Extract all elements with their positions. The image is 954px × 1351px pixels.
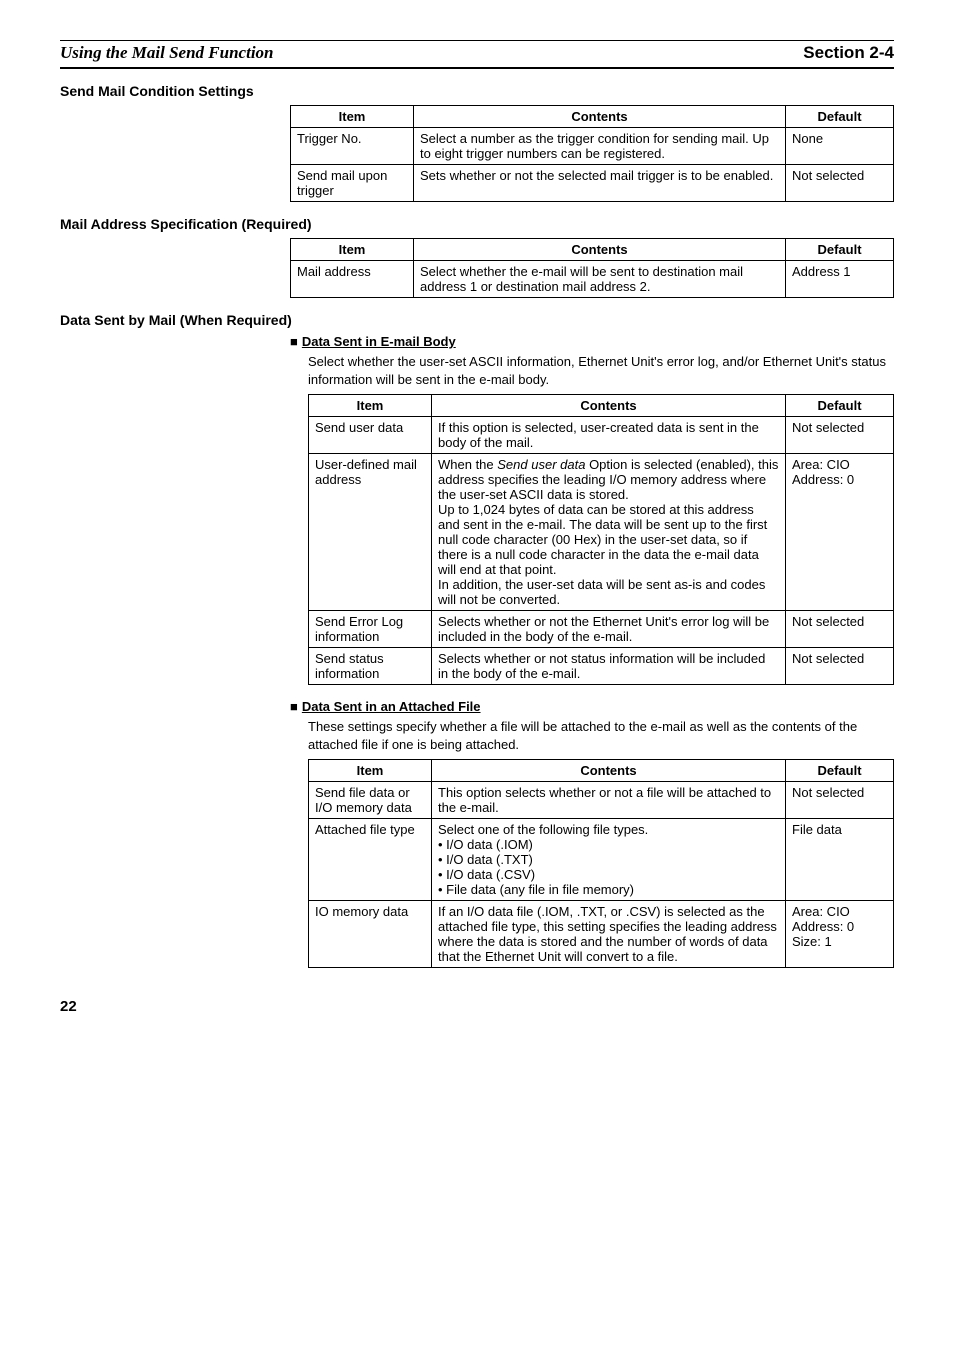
heading-mail-address-spec: Mail Address Specification (Required) bbox=[60, 216, 894, 232]
table-header: Contents bbox=[414, 106, 786, 128]
cell-item: Send mail upon trigger bbox=[291, 165, 414, 202]
cell-default: Not selected bbox=[786, 782, 894, 819]
table-header: Contents bbox=[432, 395, 786, 417]
table-header: Default bbox=[786, 106, 894, 128]
table-header: Item bbox=[291, 106, 414, 128]
cell-item: Send file data or I/O memory data bbox=[309, 782, 432, 819]
intro-attached-file: These settings specify whether a file wi… bbox=[308, 718, 894, 753]
list-item: I/O data (.IOM) bbox=[438, 837, 779, 852]
cell-default: Area: CIO Address: 0 Size: 1 bbox=[786, 901, 894, 968]
intro-email-body: Select whether the user-set ASCII inform… bbox=[308, 353, 894, 388]
cell-contents: Selects whether or not the Ethernet Unit… bbox=[432, 611, 786, 648]
table-row: Send Error Log information Selects wheth… bbox=[309, 611, 894, 648]
cell-item: User-defined mail address bbox=[309, 454, 432, 611]
cell-contents: If an I/O data file (.IOM, .TXT, or .CSV… bbox=[432, 901, 786, 968]
cell-contents: Select a number as the trigger condition… bbox=[414, 128, 786, 165]
page-number: 22 bbox=[60, 998, 894, 1015]
table-row: IO memory data If an I/O data file (.IOM… bbox=[309, 901, 894, 968]
cell-contents: If this option is selected, user-created… bbox=[432, 417, 786, 454]
table-send-mail-condition: Item Contents Default Trigger No. Select… bbox=[290, 105, 894, 202]
list-item: File data (any file in file memory) bbox=[438, 882, 779, 897]
subheading-text: Data Sent in E-mail Body bbox=[302, 334, 456, 349]
subheading-text: Data Sent in an Attached File bbox=[302, 699, 481, 714]
table-row: Trigger No. Select a number as the trigg… bbox=[291, 128, 894, 165]
cell-item: Mail address bbox=[291, 261, 414, 298]
square-bullet-icon: ■ bbox=[290, 699, 298, 714]
table-email-body: Item Contents Default Send user data If … bbox=[308, 394, 894, 685]
cell-item: IO memory data bbox=[309, 901, 432, 968]
cell-item: Send user data bbox=[309, 417, 432, 454]
cell-contents: Selects whether or not status informatio… bbox=[432, 648, 786, 685]
table-attached-file: Item Contents Default Send file data or … bbox=[308, 759, 894, 968]
cell-default: Area: CIO Address: 0 bbox=[786, 454, 894, 611]
table-row: User-defined mail address When the Send … bbox=[309, 454, 894, 611]
cell-item: Trigger No. bbox=[291, 128, 414, 165]
table-header: Item bbox=[309, 760, 432, 782]
cell-default: Address 1 bbox=[786, 261, 894, 298]
cell-default: File data bbox=[786, 819, 894, 901]
table-header: Contents bbox=[432, 760, 786, 782]
cell-contents: Select whether the e-mail will be sent t… bbox=[414, 261, 786, 298]
cell-default: Not selected bbox=[786, 611, 894, 648]
table-header: Item bbox=[291, 239, 414, 261]
cell-default: Not selected bbox=[786, 165, 894, 202]
cell-item: Send Error Log information bbox=[309, 611, 432, 648]
cell-contents: Select one of the following file types. … bbox=[432, 819, 786, 901]
list-item: I/O data (.TXT) bbox=[438, 852, 779, 867]
list-item: I/O data (.CSV) bbox=[438, 867, 779, 882]
heading-data-sent-by-mail: Data Sent by Mail (When Required) bbox=[60, 312, 894, 328]
table-header: Contents bbox=[414, 239, 786, 261]
table-header: Default bbox=[786, 760, 894, 782]
cell-contents: This option selects whether or not a fil… bbox=[432, 782, 786, 819]
header-title-left: Using the Mail Send Function bbox=[60, 43, 274, 63]
table-row: Send file data or I/O memory data This o… bbox=[309, 782, 894, 819]
page-header: Using the Mail Send Function Section 2-4 bbox=[60, 40, 894, 69]
bullet-list: I/O data (.IOM) I/O data (.TXT) I/O data… bbox=[438, 837, 779, 897]
cell-default: None bbox=[786, 128, 894, 165]
square-bullet-icon: ■ bbox=[290, 334, 298, 349]
table-row: Attached file type Select one of the fol… bbox=[309, 819, 894, 901]
subheading-email-body: ■ Data Sent in E-mail Body bbox=[290, 334, 894, 349]
header-title-right: Section 2-4 bbox=[803, 43, 894, 63]
cell-contents: When the Send user data Option is select… bbox=[432, 454, 786, 611]
table-header: Default bbox=[786, 395, 894, 417]
table-row: Mail address Select whether the e-mail w… bbox=[291, 261, 894, 298]
table-header: Default bbox=[786, 239, 894, 261]
table-row: Send mail upon trigger Sets whether or n… bbox=[291, 165, 894, 202]
cell-default: Not selected bbox=[786, 417, 894, 454]
cell-item: Send status information bbox=[309, 648, 432, 685]
heading-send-mail-condition: Send Mail Condition Settings bbox=[60, 83, 894, 99]
table-row: Send status information Selects whether … bbox=[309, 648, 894, 685]
table-header: Item bbox=[309, 395, 432, 417]
cell-contents: Sets whether or not the selected mail tr… bbox=[414, 165, 786, 202]
cell-item: Attached file type bbox=[309, 819, 432, 901]
subheading-attached-file: ■ Data Sent in an Attached File bbox=[290, 699, 894, 714]
table-mail-address-spec: Item Contents Default Mail address Selec… bbox=[290, 238, 894, 298]
table-row: Send user data If this option is selecte… bbox=[309, 417, 894, 454]
cell-default: Not selected bbox=[786, 648, 894, 685]
